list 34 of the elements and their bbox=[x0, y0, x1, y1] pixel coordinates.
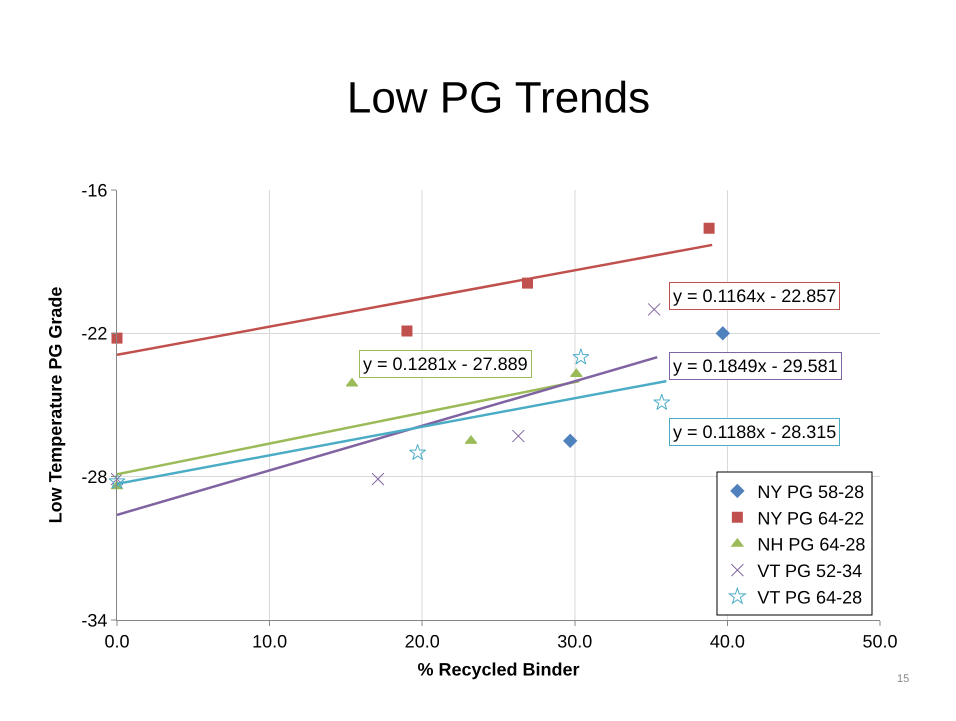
legend-label: NY PG 58-28 bbox=[757, 482, 864, 502]
x-tick-label: 30.0 bbox=[557, 632, 592, 652]
y-tick-label: -22 bbox=[81, 324, 108, 344]
y-tick-label: -28 bbox=[81, 466, 108, 487]
legend-label: VT PG 64-28 bbox=[757, 588, 862, 608]
point bbox=[563, 434, 578, 448]
point bbox=[409, 444, 426, 460]
x-tick-label: 50.0 bbox=[862, 632, 898, 652]
text: 15 bbox=[897, 673, 910, 685]
annotation: y = 0.1164x - 22.857 bbox=[673, 286, 836, 306]
point bbox=[653, 394, 670, 410]
point bbox=[108, 472, 126, 489]
point bbox=[572, 348, 590, 365]
annotation: y = 0.1281x - 27.889 bbox=[363, 354, 528, 374]
legend-label: VT PG 52-34 bbox=[757, 561, 862, 582]
legend-label: NY PG 64-22 bbox=[757, 508, 864, 528]
point bbox=[512, 430, 525, 443]
x-tick-label: 10.0 bbox=[252, 632, 288, 652]
x-tick-label: 40.0 bbox=[710, 632, 745, 652]
point bbox=[371, 472, 384, 486]
annotation: y = 0.1188x - 28.315 bbox=[673, 422, 836, 442]
point bbox=[716, 326, 730, 340]
y-tick-label: -34 bbox=[81, 610, 108, 630]
legend-label: NH PG 64-28 bbox=[757, 534, 866, 555]
point bbox=[648, 302, 661, 316]
x-tick-label: 20.0 bbox=[404, 632, 440, 652]
y-axis-title: Low Temperature PG Grade bbox=[46, 286, 66, 524]
chart-title: Low PG Trends bbox=[346, 74, 650, 123]
point bbox=[401, 325, 412, 336]
annotation: y = 0.1849x - 29.581 bbox=[673, 356, 838, 376]
x-tick-label: 0.0 bbox=[104, 632, 130, 652]
x-axis-title: % Recycled Binder bbox=[417, 660, 580, 680]
point bbox=[704, 222, 715, 234]
y-tick-label: -16 bbox=[81, 180, 108, 200]
